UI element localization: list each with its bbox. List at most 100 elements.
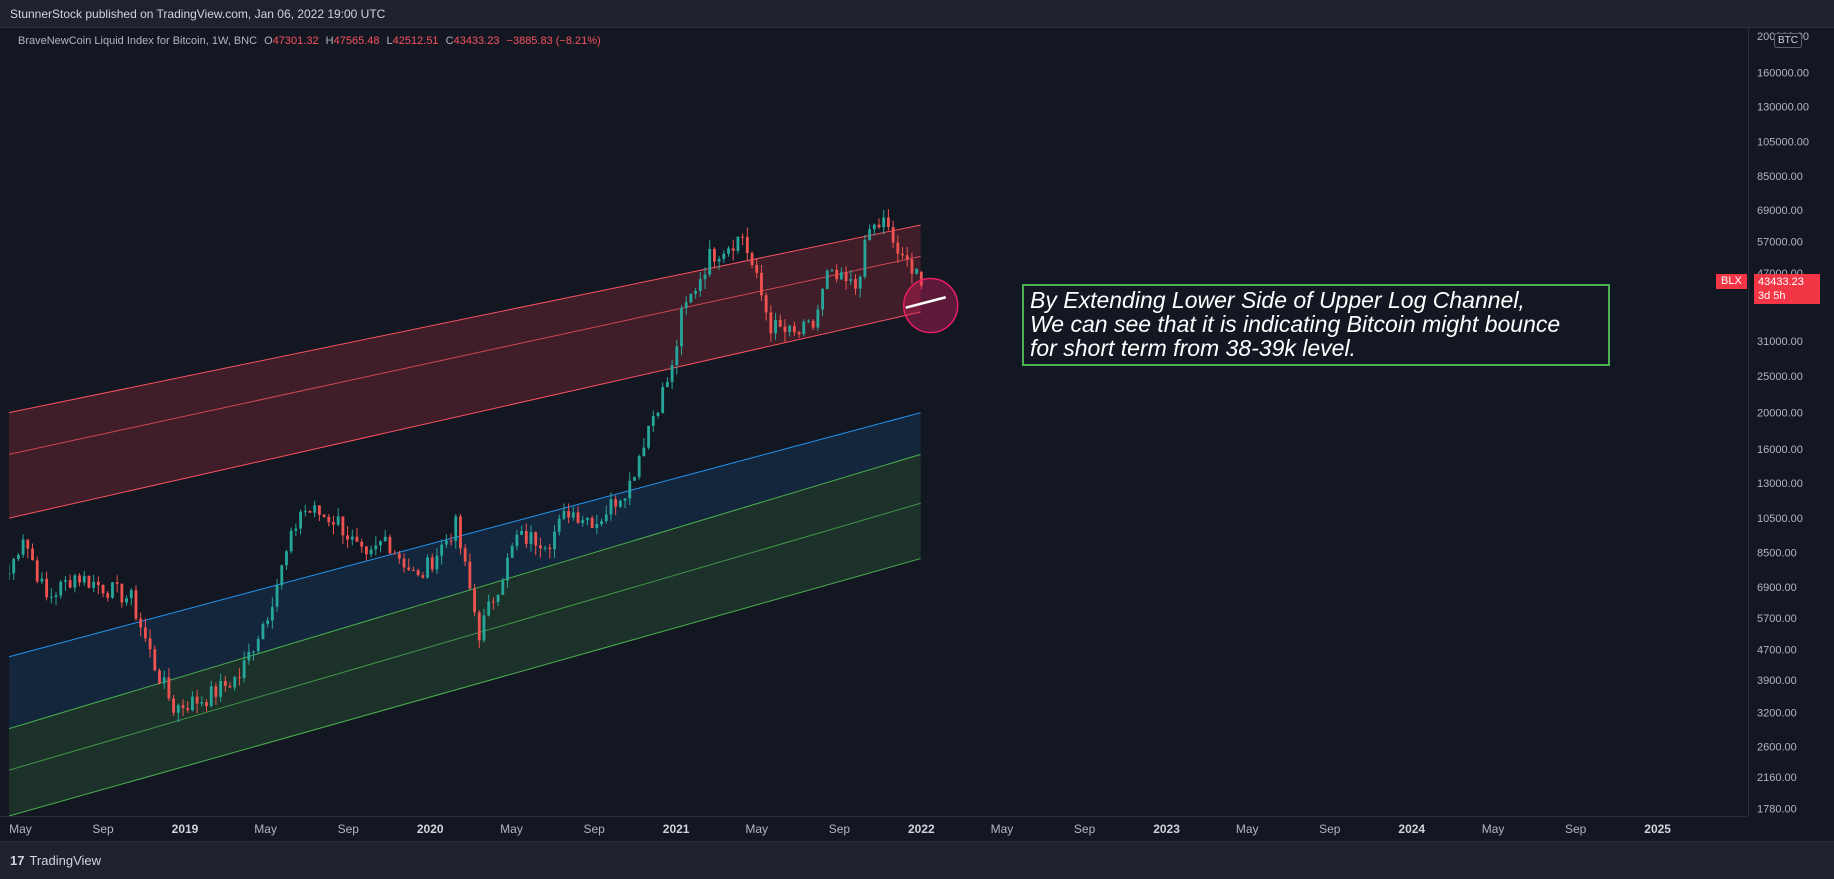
candle-body — [698, 279, 702, 292]
green-channel-fill — [9, 454, 921, 816]
bounce-highlight-circle — [902, 277, 959, 334]
candle-body — [830, 270, 834, 272]
candle-body — [111, 582, 114, 598]
candle-body — [482, 615, 486, 641]
candle-body — [139, 618, 143, 628]
time-tick-label: 2021 — [663, 822, 690, 836]
price-chart[interactable] — [9, 28, 1747, 816]
annotation-line-1: By Extending Lower Side of Upper Log Cha… — [1030, 287, 1525, 313]
candle-body — [576, 512, 580, 523]
candle-body — [713, 248, 716, 262]
candle-body — [444, 540, 448, 545]
candle-body — [143, 627, 147, 639]
candle-body — [308, 511, 312, 513]
candle-body — [863, 240, 867, 277]
candle-body — [327, 516, 331, 523]
time-tick-label: Sep — [92, 822, 114, 836]
candle-body — [364, 546, 368, 555]
candle-body — [637, 456, 641, 477]
candle-body — [440, 544, 444, 556]
candle-body — [68, 580, 72, 588]
annotation-textbox[interactable]: By Extending Lower Side of Upper Log Cha… — [1022, 284, 1610, 366]
candle-body — [388, 536, 392, 554]
candle-body — [491, 601, 495, 603]
price-axis[interactable]: 200000.00160000.00130000.00105000.008500… — [1748, 28, 1834, 816]
time-tick-label: Sep — [1565, 822, 1587, 836]
candle-body — [148, 638, 152, 650]
candle-body — [16, 554, 20, 560]
candle-body — [670, 365, 674, 382]
candle-body — [355, 536, 359, 542]
candle-body — [96, 581, 100, 586]
candle-body — [374, 545, 378, 550]
candle-body — [162, 677, 166, 684]
tradingview-logo-icon: 17 — [10, 853, 25, 868]
candle-body — [891, 226, 895, 243]
candle-body — [769, 312, 773, 334]
candle-body — [882, 217, 886, 228]
candle-body — [54, 595, 58, 597]
currency-badge[interactable]: BTC — [1774, 33, 1802, 48]
candle-body — [463, 548, 467, 562]
candle-body — [285, 551, 288, 566]
candle-body — [703, 274, 707, 280]
price-tick-label: 3900.00 — [1757, 675, 1797, 687]
time-tick-label: May — [9, 822, 32, 836]
candle-body — [515, 534, 519, 546]
red-channel-line-1 — [9, 224, 921, 414]
candle-body — [294, 528, 298, 531]
candle-body — [360, 541, 364, 547]
candle-body — [854, 279, 857, 289]
candle-body — [628, 480, 632, 499]
chart-pane[interactable] — [9, 28, 1747, 816]
candle-body — [755, 264, 759, 273]
last-price-tag: 43433.23 3d 5h — [1754, 274, 1820, 304]
candle-body — [186, 708, 190, 711]
candle-body — [242, 660, 246, 678]
time-tick-label: May — [991, 822, 1014, 836]
price-tick-label: 25000.00 — [1757, 371, 1803, 383]
blue-channel-fill — [9, 412, 921, 729]
candle-body — [807, 320, 810, 322]
candle-body — [153, 649, 157, 671]
price-tick-label: 2160.00 — [1757, 772, 1797, 784]
time-axis[interactable]: May Sep 2019 May Sep 2020 May Sep 2021 May Sep 2022… — [0, 816, 1747, 841]
candle-body — [905, 255, 909, 260]
candle-body — [106, 593, 110, 598]
candle-body — [449, 540, 453, 542]
time-tick-label: 2019 — [172, 822, 199, 836]
candle-body — [252, 651, 255, 653]
candle-body — [219, 680, 223, 697]
symbol-price-tag: BLX — [1716, 274, 1747, 289]
price-tick-label: 8500.00 — [1757, 548, 1797, 560]
candle-body — [303, 511, 307, 513]
candle-body — [901, 253, 904, 256]
candle-body — [877, 224, 881, 228]
candle-body — [651, 415, 655, 426]
candle-body — [115, 582, 119, 584]
candle-body — [289, 530, 293, 552]
candle-body — [816, 309, 820, 328]
candle-body — [346, 535, 350, 540]
candle-body — [40, 578, 44, 582]
change-value: −3885.83 (−8.21%) — [506, 35, 601, 47]
time-tick-label: 2023 — [1153, 822, 1180, 836]
time-tick-label: May — [1482, 822, 1505, 836]
candle-body — [727, 248, 730, 254]
tradingview-logo[interactable]: 17 TradingView — [10, 853, 101, 868]
price-tick-label: 1780.00 — [1757, 803, 1797, 815]
candle-body — [586, 517, 589, 521]
time-axis-labels: May Sep 2019 May Sep 2020 May Sep 2021 May Sep 2022… — [9, 822, 1671, 836]
candle-body — [623, 498, 627, 501]
candle-body — [167, 677, 171, 699]
candle-body — [778, 320, 782, 327]
candle-body — [553, 531, 556, 550]
candle-body — [529, 532, 533, 544]
publish-header: StunnerStock published on TradingView.co… — [0, 0, 1834, 28]
candle-body — [238, 677, 241, 679]
candle-body — [214, 686, 218, 697]
time-tick-label: Sep — [1319, 822, 1341, 836]
candle-body — [190, 696, 194, 711]
symbol-legend: BraveNewCoin Liquid Index for Bitcoin, 1… — [18, 35, 601, 47]
candle-body — [181, 705, 185, 709]
